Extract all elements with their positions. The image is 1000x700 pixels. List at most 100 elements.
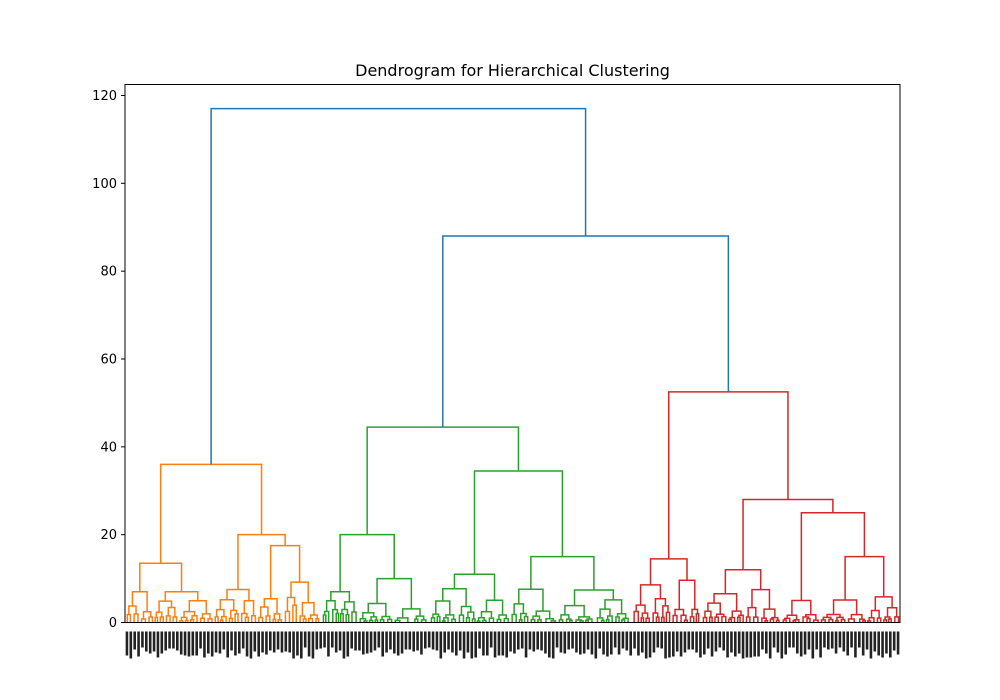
dendrogram-link	[299, 615, 306, 623]
dendrogram-link	[606, 615, 613, 623]
dendrogram-link	[894, 616, 900, 623]
root-link-117	[210, 107, 587, 465]
dendrogram-link	[728, 618, 733, 623]
dendrogram-link	[269, 544, 301, 599]
y-tick-label: 80	[100, 265, 117, 280]
dendrogram-link	[240, 612, 248, 623]
dendrogram-link	[702, 616, 708, 623]
dendrogram-link	[343, 601, 355, 612]
chart-title: Dendrogram for Hierarchical Clustering	[355, 61, 670, 80]
dendrogram-link	[736, 616, 741, 623]
dendrogram-link	[530, 618, 536, 623]
dendrogram-link	[284, 610, 291, 623]
dendrogram-link	[695, 612, 700, 623]
y-tick-label: 120	[92, 89, 117, 104]
dendrogram-link	[742, 498, 834, 570]
dendrogram-link	[415, 615, 425, 620]
dendrogram-link	[473, 470, 564, 575]
dendrogram-link	[876, 617, 882, 623]
dendrogram-link	[585, 619, 589, 623]
dendrogram-link	[432, 613, 440, 618]
dendrogram-link	[272, 618, 277, 623]
dendrogram-link	[265, 615, 271, 623]
dendrogram-link	[764, 619, 769, 623]
dendrogram-link	[435, 600, 451, 615]
leaf-label-strip	[125, 631, 900, 659]
dendrogram-link	[451, 618, 457, 623]
dendrogram-link	[683, 619, 689, 623]
dendrogram-link	[655, 616, 660, 623]
dendrogram-link	[704, 610, 712, 618]
dendrogram-link	[368, 619, 374, 623]
dendrogram-link	[172, 616, 178, 623]
dendrogram-link	[641, 612, 649, 619]
dendrogram-link	[220, 615, 227, 623]
dendrogram-links	[126, 107, 900, 623]
dendrogram-link	[230, 609, 238, 619]
dendrogram-link	[471, 618, 476, 623]
dendrogram-link	[518, 619, 523, 623]
dendrogram-link	[430, 617, 436, 623]
dendrogram-link	[569, 619, 573, 623]
dendrogram-link	[579, 620, 584, 623]
dendrogram-link	[498, 614, 507, 620]
dendrogram-link	[351, 611, 357, 623]
dendrogram-link	[874, 596, 893, 611]
y-tick-label: 40	[100, 440, 117, 455]
y-tick-label: 60	[100, 352, 117, 367]
y-tick-label: 0	[109, 616, 117, 631]
dendrogram-link	[159, 616, 165, 623]
y-tick-label: 100	[92, 177, 117, 192]
dendrogram-link	[791, 599, 812, 616]
dendrogram-link	[480, 610, 493, 619]
dendrogram-link	[441, 620, 446, 623]
dendrogram-link	[662, 605, 669, 618]
dendrogram-link	[323, 610, 330, 623]
dendrogram-link	[188, 600, 208, 614]
dendrogram-link	[159, 463, 263, 564]
dendrogram-link	[263, 598, 278, 614]
dendrogram-link	[345, 613, 350, 623]
dendrogram-link	[763, 608, 776, 619]
dendrogram-link	[476, 620, 481, 623]
dendrogram-link	[453, 573, 496, 601]
dendrogram-link	[259, 606, 269, 618]
dendrogram-link	[862, 619, 867, 623]
dendrogram-link	[199, 617, 206, 623]
dendrogram-link	[228, 617, 233, 623]
dendrogram-link	[691, 608, 699, 617]
dendrogram-link	[573, 589, 615, 606]
dendrogram-link	[867, 620, 872, 623]
dendrogram-link	[621, 619, 626, 623]
dendrogram-link	[714, 616, 720, 623]
y-tick-label: 20	[100, 528, 117, 543]
dendrogram-link	[374, 619, 379, 623]
dendrogram-link	[564, 604, 585, 617]
dendrogram-link	[258, 616, 264, 623]
dendrogram-link	[805, 614, 817, 621]
dendrogram-link	[586, 618, 593, 623]
plot-frame	[124, 84, 901, 623]
dendrogram-link	[596, 617, 604, 623]
dendrogram-link	[339, 613, 344, 623]
dendrogram-link	[639, 584, 662, 606]
dendrogram-link	[828, 618, 834, 623]
dendrogram-link	[234, 613, 239, 623]
dendrogram-link	[721, 615, 727, 623]
dendrogram-link	[154, 616, 159, 623]
dendrogram-link	[835, 619, 839, 623]
y-axis: 0 20 40 60 80 100 120	[92, 89, 125, 631]
dendrogram-link	[668, 391, 789, 559]
dendrogram-link	[652, 612, 659, 623]
dendrogram-link	[793, 619, 800, 623]
dendrogram-link	[292, 604, 297, 623]
dendrogram-link	[708, 616, 713, 623]
dendrogram-link	[532, 615, 541, 620]
dendrogram-link	[883, 619, 888, 623]
dendrogram-link	[605, 618, 610, 623]
dendrogram-link	[535, 610, 551, 619]
dendrogram-link	[886, 606, 898, 618]
dendrogram-link	[191, 615, 198, 623]
